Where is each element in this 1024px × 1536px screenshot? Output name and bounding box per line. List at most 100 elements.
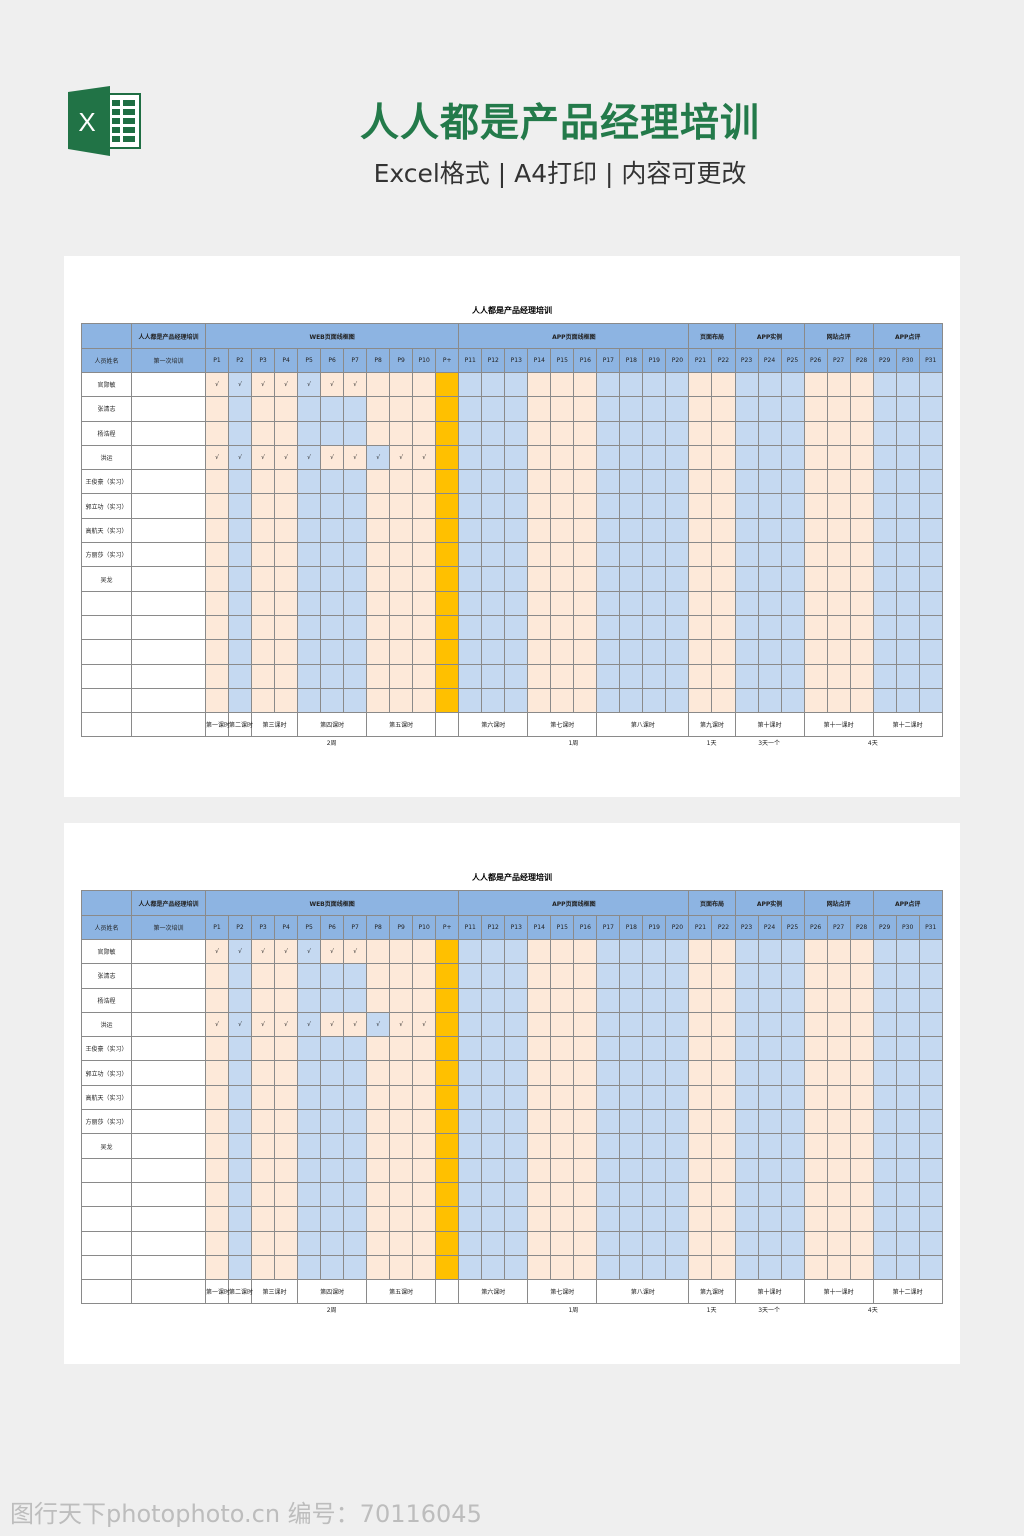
attendance-cell[interactable] — [320, 1060, 345, 1086]
attendance-cell[interactable]: √ — [274, 371, 299, 398]
attendance-cell[interactable] — [389, 371, 414, 398]
attendance-cell[interactable] — [596, 987, 621, 1013]
attendance-cell[interactable] — [320, 493, 345, 519]
attendance-cell[interactable] — [527, 987, 552, 1013]
attendance-cell[interactable] — [504, 1181, 529, 1208]
attendance-cell[interactable] — [204, 1109, 230, 1135]
attendance-cell[interactable] — [619, 938, 644, 965]
attendance-cell[interactable] — [550, 687, 575, 714]
attendance-cell[interactable]: √ — [343, 1011, 368, 1038]
attendance-cell[interactable] — [366, 590, 391, 616]
attendance-cell[interactable] — [527, 1181, 552, 1208]
attendance-cell[interactable] — [435, 420, 460, 446]
attendance-cell[interactable] — [320, 1036, 345, 1062]
attendance-cell[interactable] — [665, 963, 690, 989]
attendance-cell[interactable] — [458, 938, 483, 965]
attendance-cell[interactable] — [688, 1060, 713, 1086]
attendance-cell[interactable] — [826, 371, 851, 398]
attendance-cell[interactable] — [412, 1157, 437, 1183]
attendance-cell[interactable] — [734, 1157, 759, 1183]
attendance-cell[interactable] — [527, 1084, 552, 1111]
attendance-cell[interactable] — [757, 639, 782, 665]
attendance-cell[interactable] — [297, 1230, 322, 1256]
attendance-cell[interactable] — [458, 590, 483, 616]
attendance-cell[interactable] — [550, 493, 575, 519]
attendance-cell[interactable] — [711, 1011, 736, 1038]
attendance-cell[interactable] — [780, 444, 805, 471]
attendance-cell[interactable] — [803, 1206, 828, 1232]
attendance-cell[interactable] — [619, 1206, 644, 1232]
attendance-cell[interactable] — [251, 469, 276, 495]
attendance-cell[interactable] — [573, 663, 598, 689]
attendance-cell[interactable] — [504, 420, 529, 446]
attendance-cell[interactable] — [826, 1254, 851, 1281]
attendance-cell[interactable] — [320, 1206, 345, 1232]
attendance-cell[interactable] — [204, 1157, 230, 1183]
attendance-cell[interactable] — [251, 1060, 276, 1086]
attendance-cell[interactable] — [343, 517, 368, 544]
attendance-cell[interactable] — [504, 371, 529, 398]
attendance-cell[interactable] — [435, 1181, 460, 1208]
attendance-cell[interactable] — [895, 371, 920, 398]
attendance-cell[interactable] — [596, 639, 621, 665]
attendance-cell[interactable] — [228, 1133, 253, 1159]
attendance-cell[interactable] — [504, 1133, 529, 1159]
attendance-cell[interactable] — [366, 1181, 391, 1208]
attendance-cell[interactable] — [711, 542, 736, 568]
session-cell[interactable] — [131, 469, 206, 495]
attendance-cell[interactable] — [895, 639, 920, 665]
attendance-cell[interactable] — [826, 1181, 851, 1208]
attendance-cell[interactable] — [458, 493, 483, 519]
attendance-cell[interactable] — [596, 1230, 621, 1256]
attendance-cell[interactable] — [481, 517, 506, 544]
attendance-cell[interactable] — [849, 444, 874, 471]
attendance-cell[interactable] — [481, 542, 506, 568]
attendance-cell[interactable] — [458, 1133, 483, 1159]
attendance-cell[interactable] — [780, 1230, 805, 1256]
attendance-cell[interactable] — [872, 444, 897, 471]
attendance-cell[interactable] — [757, 1157, 782, 1183]
attendance-cell[interactable] — [481, 938, 506, 965]
attendance-cell[interactable] — [803, 1036, 828, 1062]
attendance-cell[interactable] — [872, 687, 897, 714]
attendance-cell[interactable] — [297, 1036, 322, 1062]
attendance-cell[interactable] — [734, 371, 759, 398]
attendance-cell[interactable] — [734, 542, 759, 568]
attendance-cell[interactable] — [389, 614, 414, 641]
attendance-cell[interactable] — [849, 963, 874, 989]
attendance-cell[interactable] — [711, 1060, 736, 1086]
attendance-cell[interactable] — [435, 687, 460, 714]
attendance-cell[interactable] — [297, 1157, 322, 1183]
attendance-cell[interactable] — [711, 517, 736, 544]
attendance-cell[interactable] — [435, 1060, 460, 1086]
attendance-cell[interactable] — [619, 493, 644, 519]
attendance-cell[interactable] — [320, 639, 345, 665]
attendance-cell[interactable] — [665, 1206, 690, 1232]
attendance-cell[interactable] — [895, 963, 920, 989]
attendance-cell[interactable] — [826, 1230, 851, 1256]
attendance-cell[interactable] — [734, 396, 759, 422]
attendance-cell[interactable] — [343, 590, 368, 616]
attendance-cell[interactable] — [573, 493, 598, 519]
attendance-cell[interactable] — [389, 1181, 414, 1208]
attendance-cell[interactable] — [734, 1011, 759, 1038]
attendance-cell[interactable] — [320, 687, 345, 714]
attendance-cell[interactable] — [251, 1084, 276, 1111]
attendance-cell[interactable] — [780, 1133, 805, 1159]
attendance-cell[interactable] — [872, 987, 897, 1013]
attendance-cell[interactable] — [688, 687, 713, 714]
attendance-cell[interactable] — [642, 469, 667, 495]
attendance-cell[interactable] — [619, 987, 644, 1013]
attendance-cell[interactable] — [734, 1133, 759, 1159]
attendance-cell[interactable]: √ — [228, 1011, 253, 1038]
attendance-cell[interactable] — [343, 614, 368, 641]
attendance-cell[interactable] — [550, 371, 575, 398]
attendance-cell[interactable] — [343, 1254, 368, 1281]
attendance-cell[interactable] — [251, 614, 276, 641]
attendance-cell[interactable] — [596, 614, 621, 641]
attendance-cell[interactable] — [895, 938, 920, 965]
attendance-cell[interactable] — [711, 590, 736, 616]
attendance-cell[interactable] — [297, 1254, 322, 1281]
attendance-cell[interactable] — [481, 1084, 506, 1111]
attendance-cell[interactable] — [412, 1084, 437, 1111]
